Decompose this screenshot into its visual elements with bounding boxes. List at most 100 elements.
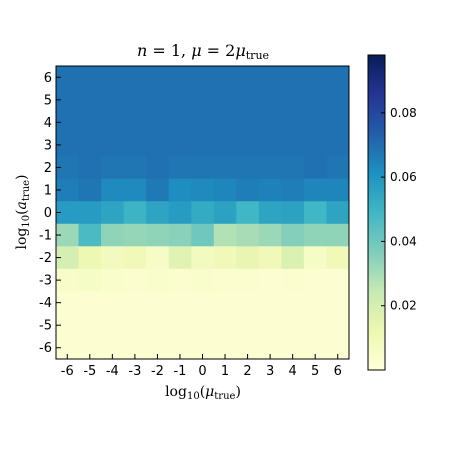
heatmap-cell <box>281 313 305 337</box>
heatmap-cell <box>258 223 282 247</box>
heatmap-cell <box>281 66 305 90</box>
heatmap-cell <box>258 246 282 270</box>
x-tick-label: 0 <box>198 364 206 379</box>
x-tick-label: 3 <box>266 364 274 379</box>
heatmap-cell <box>56 66 80 90</box>
heatmap-cell <box>146 88 170 112</box>
heatmap-cell <box>123 268 147 292</box>
heatmap-cell <box>191 268 215 292</box>
x-tick-label: -4 <box>106 364 119 379</box>
heatmap-cell <box>213 178 237 202</box>
heatmap-cell <box>213 246 237 270</box>
heatmap-cell <box>101 111 125 135</box>
heatmap-cell <box>326 201 350 225</box>
heatmap-cell <box>101 268 125 292</box>
heatmap-cell <box>78 246 102 270</box>
heatmap-cell <box>56 133 80 157</box>
heatmap-cell <box>303 223 327 247</box>
y-tick-label: 6 <box>44 71 52 86</box>
heatmap-cell <box>168 201 192 225</box>
heatmap-cell <box>326 313 350 337</box>
heatmap-cell <box>236 133 260 157</box>
heatmap-cell <box>101 156 125 180</box>
heatmap-cell <box>281 336 305 360</box>
heatmap-cell <box>303 111 327 135</box>
heatmap-cell <box>213 156 237 180</box>
heatmap-cell <box>78 223 102 247</box>
heatmap-cell <box>281 88 305 112</box>
heatmap-cell <box>303 201 327 225</box>
heatmap-cell <box>146 66 170 90</box>
heatmap-cell <box>236 223 260 247</box>
heatmap-cell <box>236 291 260 315</box>
heatmap-cell <box>78 268 102 292</box>
heatmap-cell <box>101 66 125 90</box>
heatmap-cell <box>213 133 237 157</box>
heatmap-cell <box>146 313 170 337</box>
heatmap-cell <box>326 178 350 202</box>
heatmap-cell <box>56 246 80 270</box>
heatmap-cell <box>258 178 282 202</box>
heatmap-cell <box>101 313 125 337</box>
heatmap-cell <box>101 223 125 247</box>
x-axis-label: log10(μtrue) <box>165 384 241 402</box>
heatmap-cell <box>281 178 305 202</box>
heatmap-cell <box>101 88 125 112</box>
heatmap-cell <box>258 66 282 90</box>
heatmap-cell <box>213 88 237 112</box>
y-tick-label: -2 <box>39 251 52 266</box>
heatmap-cell <box>101 201 125 225</box>
x-tick-label: 1 <box>221 364 229 379</box>
heatmap-cell <box>168 336 192 360</box>
heatmap-cell <box>281 223 305 247</box>
x-tick-label: 4 <box>289 364 297 379</box>
heatmap-cell <box>78 291 102 315</box>
heatmap-cell <box>326 268 350 292</box>
heatmap-cell <box>326 133 350 157</box>
heatmap-cell <box>236 336 260 360</box>
heatmap-cell <box>281 246 305 270</box>
heatmap-cell <box>78 313 102 337</box>
colorbar-tick-label: 0.02 <box>390 299 417 313</box>
heatmap-cell <box>101 291 125 315</box>
heatmap-cell <box>303 156 327 180</box>
heatmap-cell <box>78 178 102 202</box>
heatmap-cell <box>78 336 102 360</box>
y-tick-label: 2 <box>44 161 52 176</box>
heatmap-cell <box>123 246 147 270</box>
heatmap-cell <box>101 178 125 202</box>
heatmap-cell <box>258 111 282 135</box>
heatmap-cell <box>168 133 192 157</box>
heatmap-cell <box>101 246 125 270</box>
heatmap-cell <box>213 66 237 90</box>
heatmap-cell <box>56 336 80 360</box>
heatmap-cell <box>78 201 102 225</box>
heatmap-cell <box>101 336 125 360</box>
heatmap-cell <box>56 111 80 135</box>
heatmap-cell <box>258 291 282 315</box>
heatmap-cell <box>146 223 170 247</box>
y-tick-label: 1 <box>44 183 52 198</box>
heatmap-cell <box>281 133 305 157</box>
heatmap-cell <box>258 313 282 337</box>
heatmap-cell <box>56 178 80 202</box>
y-tick-label: -6 <box>39 341 52 356</box>
heatmap-cell <box>78 156 102 180</box>
heatmap-cell <box>258 268 282 292</box>
heatmap-cell <box>56 88 80 112</box>
heatmap-cell <box>56 201 80 225</box>
heatmap-cell <box>168 246 192 270</box>
heatmap-cell <box>56 268 80 292</box>
heatmap-cell <box>281 156 305 180</box>
colorbar-tick-label: 0.06 <box>390 170 417 184</box>
y-tick-label: -5 <box>39 319 52 334</box>
heatmap-cell <box>191 156 215 180</box>
heatmap-cell <box>123 178 147 202</box>
heatmap-cell <box>191 336 215 360</box>
heatmap-cell <box>168 156 192 180</box>
heatmap-cell <box>326 223 350 247</box>
colorbar <box>367 54 386 371</box>
heatmap-cell <box>303 313 327 337</box>
heatmap-cell <box>168 268 192 292</box>
heatmap-cell <box>146 246 170 270</box>
